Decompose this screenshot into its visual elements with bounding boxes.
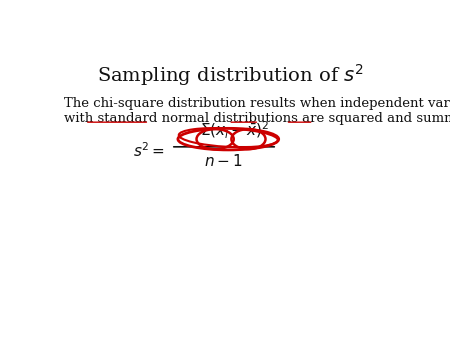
Text: $\Sigma\left(x_i - \bar{x}\right)^2$: $\Sigma\left(x_i - \bar{x}\right)^2$ [200, 120, 269, 141]
Text: Sampling distribution of $s^2$: Sampling distribution of $s^2$ [97, 62, 364, 88]
Text: with standard normal distributions are squared and summed.: with standard normal distributions are s… [64, 112, 450, 125]
Text: $n-1$: $n-1$ [203, 153, 242, 169]
Text: The chi-square distribution results when independent variables: The chi-square distribution results when… [64, 97, 450, 110]
Text: $s^2 =$: $s^2 =$ [133, 141, 165, 160]
